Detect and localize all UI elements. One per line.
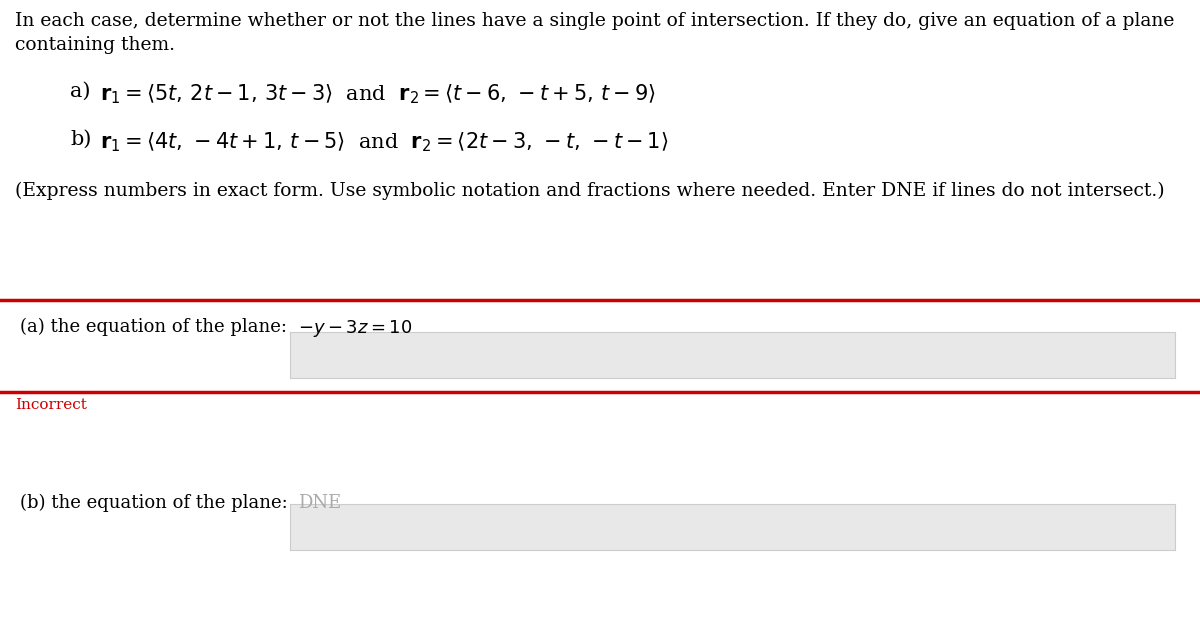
Text: $\mathbf{r}_1 = \langle 5t,\, 2t - 1,\, 3t - 3 \rangle$  and  $\mathbf{r}_2 = \l: $\mathbf{r}_1 = \langle 5t,\, 2t - 1,\, … xyxy=(100,82,656,106)
Text: (b) the equation of the plane:: (b) the equation of the plane: xyxy=(20,494,288,512)
Text: DNE: DNE xyxy=(298,494,341,512)
Text: $\mathbf{r}_1 = \langle 4t,\, -4t + 1,\, t - 5 \rangle$  and  $\mathbf{r}_2 = \l: $\mathbf{r}_1 = \langle 4t,\, -4t + 1,\,… xyxy=(100,130,668,154)
Text: $-y - 3z = 10$: $-y - 3z = 10$ xyxy=(298,318,413,339)
Text: In each case, determine whether or not the lines have a single point of intersec: In each case, determine whether or not t… xyxy=(14,12,1175,30)
Text: (Express numbers in exact form. Use symbolic notation and fractions where needed: (Express numbers in exact form. Use symb… xyxy=(14,182,1165,200)
Text: b): b) xyxy=(70,130,91,149)
Text: a): a) xyxy=(70,82,90,101)
Text: (a) the equation of the plane:: (a) the equation of the plane: xyxy=(20,318,287,336)
Text: Incorrect: Incorrect xyxy=(14,398,86,412)
Text: containing them.: containing them. xyxy=(14,36,175,54)
